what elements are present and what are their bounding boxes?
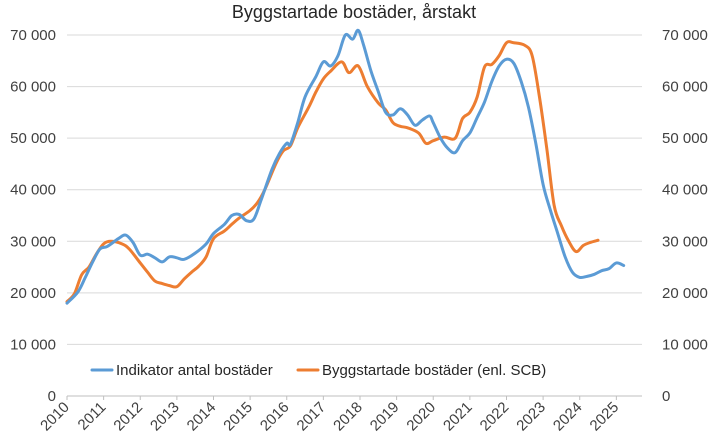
legend-item-scb: Byggstartade bostäder (enl. SCB) [296, 362, 546, 379]
y-tick-label-right: 40 000 [662, 182, 708, 199]
y-tick-label-right: 0 [662, 388, 670, 405]
y-tick-label-right: 70 000 [662, 27, 708, 44]
legend-label: Indikator antal bostäder [116, 362, 273, 379]
y-tick-label-left: 0 [48, 388, 56, 405]
y-tick-label-right: 20 000 [662, 285, 708, 302]
y-tick-label-left: 20 000 [10, 285, 56, 302]
legend-label: Byggstartade bostäder (enl. SCB) [322, 362, 546, 379]
chart-title: Byggstartade bostäder, årstakt [232, 2, 476, 22]
y-tick-label-left: 70 000 [10, 27, 56, 44]
y-tick-label-left: 40 000 [10, 182, 56, 199]
y-tick-label-left: 30 000 [10, 233, 56, 250]
legend-item-indikator: Indikator antal bostäder [90, 362, 273, 379]
y-tick-label-left: 50 000 [10, 130, 56, 147]
series-lines [65, 28, 626, 305]
y-tick-label-left: 10 000 [10, 336, 56, 353]
series-line-indikator [65, 28, 626, 305]
horizontal-gridlines [67, 34, 642, 345]
legend: Indikator antal bostäder Byggstartade bos… [90, 362, 546, 379]
series-line-scb [65, 40, 600, 304]
y-tick-label-right: 60 000 [662, 79, 708, 96]
y-tick-label-right: 30 000 [662, 233, 708, 250]
y-tick-label-right: 50 000 [662, 130, 708, 147]
y-tick-label-left: 60 000 [10, 79, 56, 96]
y-tick-label-right: 10 000 [662, 336, 708, 353]
